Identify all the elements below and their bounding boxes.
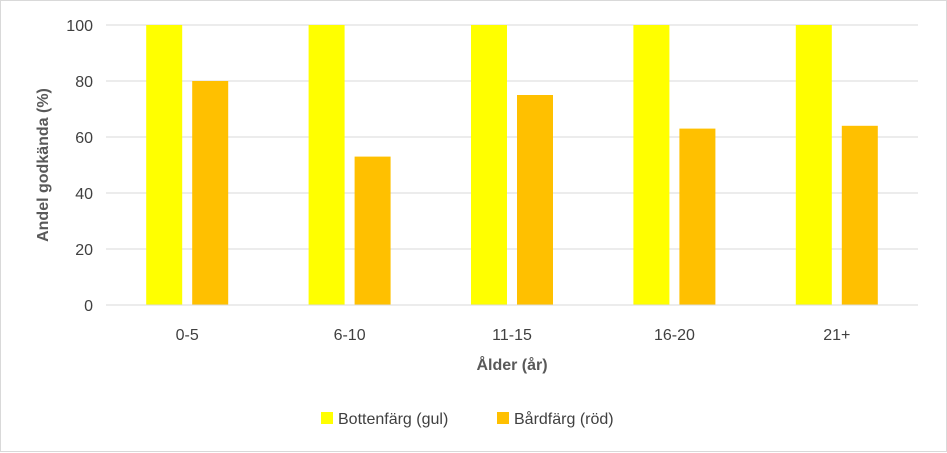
bar-11-15-series-2 xyxy=(517,95,553,305)
y-tick-label: 20 xyxy=(75,242,93,259)
legend-label: Bottenfärg (gul) xyxy=(338,411,448,428)
x-axis-ticks: 0-5 6-10 11-15 16-20 21+ xyxy=(176,327,851,344)
y-axis-ticks: 0 20 40 60 80 100 xyxy=(66,18,93,315)
bar-16-20-series-1 xyxy=(633,25,670,305)
y-tick-label: 60 xyxy=(75,130,93,147)
x-tick-label: 0-5 xyxy=(176,327,199,344)
bar-16-20-series-2 xyxy=(679,128,716,305)
x-tick-label: 6-10 xyxy=(334,327,366,344)
bars xyxy=(146,25,878,305)
bar-21+-series-1 xyxy=(795,25,832,305)
y-tick-label: 40 xyxy=(75,186,93,203)
x-tick-label: 21+ xyxy=(823,327,850,344)
bar-11-15-series-1 xyxy=(471,25,507,305)
x-tick-label: 16-20 xyxy=(654,327,695,344)
y-tick-label: 100 xyxy=(66,18,93,35)
bar-6-10-series-2 xyxy=(354,156,391,305)
x-tick-label: 11-15 xyxy=(492,327,532,344)
x-axis-title: Ålder (år) xyxy=(476,355,547,374)
legend: Bottenfärg (gul) Bårdfärg (röd) xyxy=(321,410,614,428)
y-tick-label: 80 xyxy=(75,74,93,91)
bar-21+-series-2 xyxy=(841,125,878,305)
bar-6-10-series-1 xyxy=(308,25,345,305)
bar-0-5-series-2 xyxy=(192,81,229,305)
bar-0-5-series-1 xyxy=(146,25,183,305)
legend-swatch xyxy=(497,412,509,424)
legend-swatch xyxy=(321,412,333,424)
gridlines xyxy=(106,24,918,250)
legend-label: Bårdfärg (röd) xyxy=(514,410,614,428)
y-tick-label: 0 xyxy=(84,298,93,315)
y-axis-title: Andel godkända (%) xyxy=(35,88,52,242)
